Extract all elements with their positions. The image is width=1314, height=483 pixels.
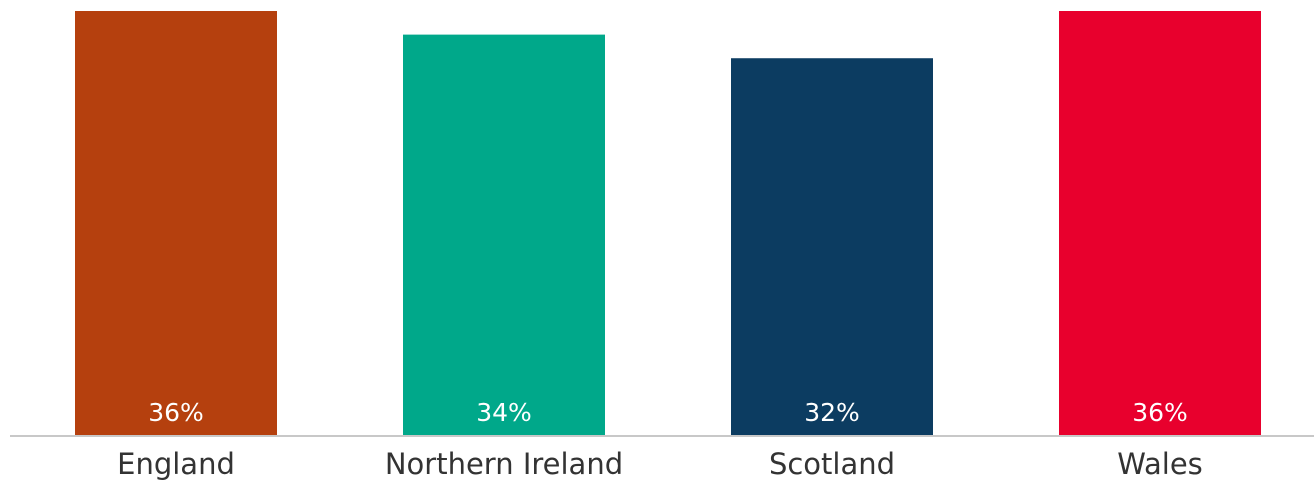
- bar: [1059, 11, 1261, 436]
- bar: [75, 11, 277, 436]
- x-tick-label: Northern Ireland: [385, 447, 623, 481]
- value-label: 36%: [148, 398, 204, 427]
- value-label: 32%: [804, 398, 860, 427]
- value-label: 36%: [1132, 398, 1188, 427]
- bar: [731, 58, 933, 436]
- x-tick-label: England: [117, 447, 235, 481]
- x-tick-label: Scotland: [769, 447, 895, 481]
- value-label: 34%: [476, 398, 532, 427]
- x-tick-label: Wales: [1117, 447, 1203, 481]
- bar: [403, 34, 605, 436]
